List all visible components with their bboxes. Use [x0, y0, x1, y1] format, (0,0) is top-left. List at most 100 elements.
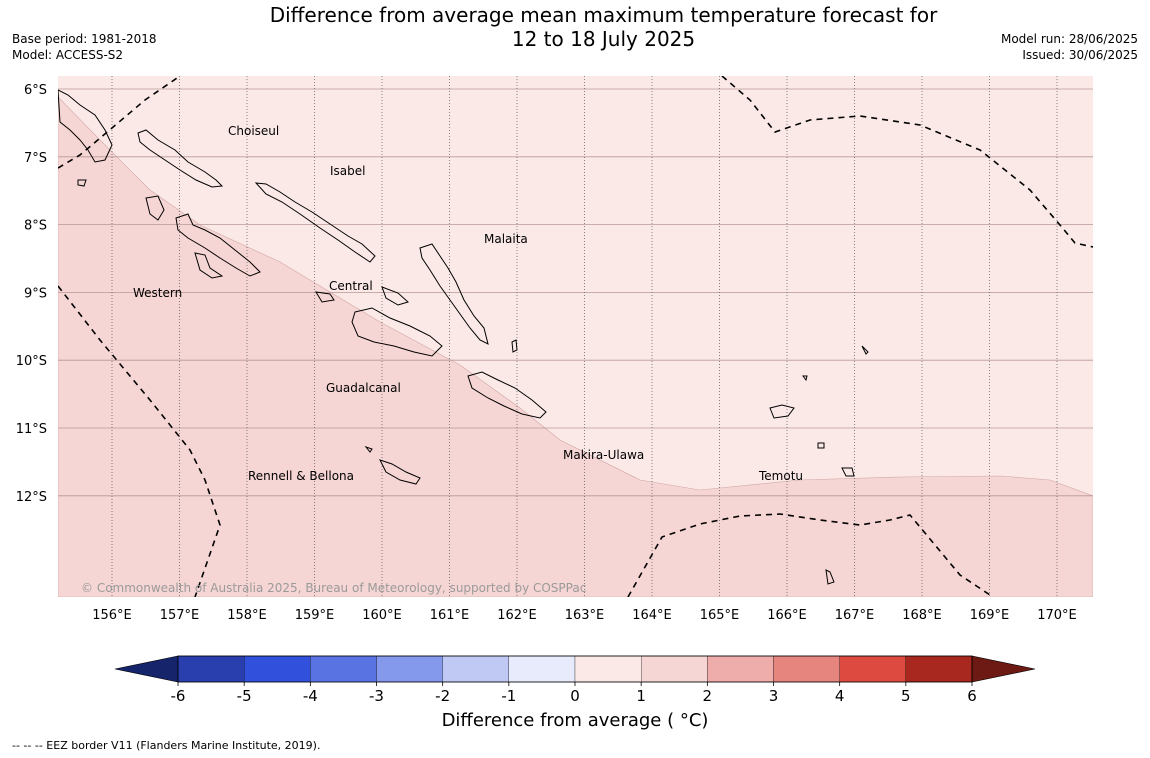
island-guadalcanal	[351, 307, 443, 357]
island-makira	[467, 371, 547, 419]
island-tikopia	[825, 569, 835, 585]
base-period: Base period: 1981-2018	[12, 32, 157, 46]
model-name: Model: ACCESS-S2	[12, 48, 124, 62]
region-label-temotu: Temotu	[758, 469, 803, 483]
island-isabel	[254, 182, 376, 263]
meta-right: Model run: 28/06/2025 Issued: 30/06/2025	[1001, 31, 1138, 63]
colorbar-tick-label: 6	[967, 687, 977, 705]
lat-tick-label: 8°S	[24, 219, 47, 234]
lat-tick-label: 10°S	[16, 354, 47, 369]
eez-south	[627, 513, 994, 597]
lon-tick-label: 160°E	[362, 608, 402, 623]
island-vella-lavella	[145, 195, 165, 221]
island-bellona	[364, 445, 373, 453]
colorbar-tick-label: -2	[435, 687, 450, 705]
island-santa-cruz	[769, 404, 795, 419]
lon-tick-label: 157°E	[160, 608, 200, 623]
colorbar-tick-label: -3	[369, 687, 384, 705]
title-line-1: Difference from average mean maximum tem…	[269, 3, 938, 27]
colorbar-segment	[773, 655, 840, 683]
lat-tick-label: 12°S	[16, 490, 47, 505]
meta-left: Base period: 1981-2018 Model: ACCESS-S2	[12, 31, 157, 63]
colorbar-tick-label: -4	[303, 687, 318, 705]
colorbar-segment	[376, 655, 443, 683]
lon-tick-label: 156°E	[92, 608, 132, 623]
colorbar	[114, 655, 1036, 683]
colorbar-label: Difference from average ( °C)	[441, 710, 709, 731]
title-line-2: 12 to 18 July 2025	[511, 27, 696, 51]
region-label-western: Western	[133, 286, 182, 300]
colorbar-tick-label: 2	[703, 687, 713, 705]
colorbar-segment	[707, 655, 774, 683]
island-malaita	[419, 243, 489, 345]
lon-tick-label: 159°E	[295, 608, 335, 623]
island-vanikoro	[841, 467, 855, 477]
colorbar-segment	[508, 655, 576, 683]
eez-north-east	[721, 76, 1093, 248]
island-ontong-java	[861, 345, 869, 355]
latitude-axis: 6°S 7°S 8°S 9°S 10°S 11°S 12°S	[16, 83, 47, 505]
island-rennell	[379, 459, 421, 485]
colorbar-tick-label: 0	[570, 687, 580, 705]
region-label-isabel: Isabel	[330, 164, 365, 178]
colorbar-segment	[905, 655, 973, 683]
lat-tick-label: 7°S	[24, 151, 47, 166]
map-gridlines	[58, 76, 1093, 597]
colorbar-tick-label: 1	[636, 687, 646, 705]
lat-tick-label: 11°S	[16, 422, 47, 437]
colorbar-segment	[574, 655, 642, 683]
colorbar-tick-label: 4	[835, 687, 845, 705]
island-rendova	[194, 252, 224, 279]
colorbar-segment	[310, 655, 377, 683]
region-label-central: Central	[329, 279, 373, 293]
lon-tick-label: 168°E	[902, 608, 942, 623]
eez-north-west	[58, 76, 181, 169]
island-duff	[802, 375, 808, 382]
lon-tick-label: 158°E	[227, 608, 267, 623]
lon-tick-label: 166°E	[767, 608, 807, 623]
colorbar-tick-label: -1	[501, 687, 516, 705]
island-new-georgia	[175, 213, 261, 277]
island-choiseul	[137, 129, 224, 188]
lon-tick-label: 164°E	[632, 608, 672, 623]
lon-tick-label: 167°E	[835, 608, 875, 623]
region-label-guadalcanal: Guadalcanal	[326, 381, 401, 395]
coastlines	[58, 89, 869, 585]
colorbar-segment	[641, 655, 708, 683]
colorbar-ticks: -6 -5 -4 -3 -2 -1 0 1 2 3 4 5 6	[171, 682, 977, 705]
lon-tick-label: 169°E	[970, 608, 1010, 623]
colorbar-segment	[244, 655, 311, 683]
lat-tick-label: 6°S	[24, 83, 47, 98]
lon-tick-label: 162°E	[497, 608, 537, 623]
colorbar-extend-high	[971, 655, 1036, 683]
region-label-malaita: Malaita	[484, 232, 528, 246]
chart-title: Difference from average mean maximum tem…	[0, 3, 1150, 51]
region-label-choiseul: Choiseul	[228, 124, 279, 138]
footnote: -- -- -- EEZ border V11 (Flanders Marine…	[12, 739, 321, 752]
copyright-notice: © Commonwealth of Australia 2025, Bureau…	[81, 581, 586, 595]
region-label-makira-ulawa: Makira-Ulawa	[563, 448, 644, 462]
island-small-malaita	[511, 339, 518, 353]
eez-borders	[58, 76, 1093, 597]
island-shortland	[58, 89, 113, 163]
lat-tick-label: 9°S	[24, 286, 47, 301]
issued-date: Issued: 30/06/2025	[1022, 48, 1138, 62]
lon-tick-label: 163°E	[565, 608, 605, 623]
lon-tick-label: 170°E	[1037, 608, 1077, 623]
colorbar-segment	[839, 655, 906, 683]
island-treasury	[77, 179, 87, 187]
colorbar-extend-low	[114, 655, 179, 683]
longitude-axis: 156°E 157°E 158°E 159°E 160°E 161°E 162°E 163°E…	[92, 608, 1077, 623]
island-utupua	[817, 442, 825, 449]
colorbar-tick-label: 5	[901, 687, 911, 705]
lon-tick-label: 161°E	[430, 608, 470, 623]
colorbar-segment	[442, 655, 509, 683]
eez-west	[58, 285, 221, 597]
colorbar-segment	[177, 655, 245, 683]
colorbar-tick-label: -6	[171, 687, 186, 705]
region-label-rennell-bellona: Rennell & Bellona	[248, 469, 354, 483]
island-ngella	[315, 286, 409, 306]
model-run: Model run: 28/06/2025	[1000, 32, 1138, 46]
